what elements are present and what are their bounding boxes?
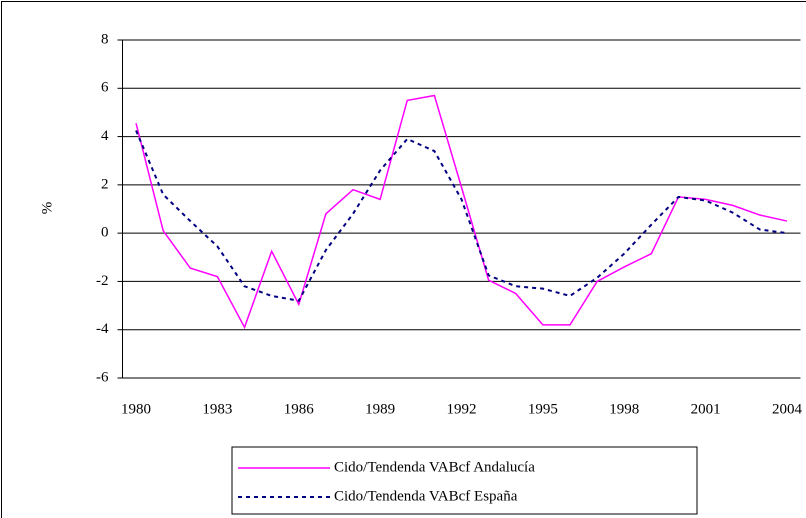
y-tick-label: 4 bbox=[101, 128, 109, 144]
x-tick-label: 1980 bbox=[121, 401, 151, 417]
x-tick-label: 2001 bbox=[691, 401, 721, 417]
y-tick-label: -4 bbox=[96, 321, 109, 337]
y-tick-label: 8 bbox=[101, 31, 109, 47]
x-tick-label: 2004 bbox=[772, 401, 803, 417]
y-tick-label: 2 bbox=[101, 176, 109, 192]
x-tick-label: 1995 bbox=[528, 401, 558, 417]
x-tick-label: 1989 bbox=[365, 401, 395, 417]
y-tick-label: 0 bbox=[101, 225, 109, 241]
x-tick-label: 1992 bbox=[447, 401, 477, 417]
legend-label: Cido/Tendenda VABcf Andalucía bbox=[334, 459, 535, 475]
legend-label: Cido/Tendenda VABcf España bbox=[334, 488, 518, 504]
y-tick-label: -6 bbox=[96, 369, 109, 385]
y-tick-label: -2 bbox=[96, 273, 109, 289]
y-axis-label: % bbox=[39, 202, 55, 215]
x-tick-label: 1983 bbox=[202, 401, 232, 417]
x-tick-label: 1998 bbox=[609, 401, 639, 417]
series-line bbox=[135, 130, 788, 302]
x-tick-label: 1986 bbox=[284, 401, 315, 417]
y-tick-label: 6 bbox=[101, 80, 109, 96]
legend-box bbox=[231, 446, 698, 515]
